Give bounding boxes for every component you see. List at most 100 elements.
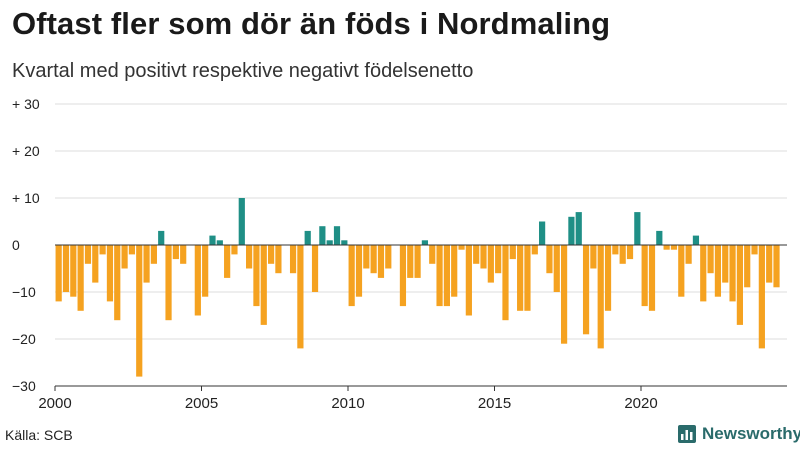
- bar-negative: [429, 245, 436, 264]
- bar-negative: [663, 245, 670, 250]
- y-tick-label: + 30: [12, 96, 40, 112]
- bar-negative: [487, 245, 494, 283]
- bar-negative: [246, 245, 253, 269]
- bar-negative: [685, 245, 692, 264]
- bar-negative: [253, 245, 260, 307]
- bar-negative: [758, 245, 765, 349]
- y-tick-label: 0: [12, 237, 20, 253]
- bar-negative: [531, 245, 538, 255]
- bar-negative: [678, 245, 685, 297]
- y-tick-label: −20: [12, 331, 36, 347]
- bar-negative: [275, 245, 282, 274]
- bar-negative: [714, 245, 722, 297]
- bar-negative: [231, 245, 238, 255]
- bar-negative: [751, 245, 758, 255]
- bar-negative: [407, 245, 414, 278]
- bar-negative: [458, 245, 465, 250]
- bar-negative: [348, 245, 355, 307]
- bar-negative: [180, 245, 187, 264]
- bar-positive: [421, 240, 429, 245]
- bar-positive: [326, 240, 333, 245]
- bar-negative: [106, 245, 114, 302]
- bar-negative: [224, 245, 231, 278]
- bar-negative: [443, 245, 450, 307]
- bar-negative: [480, 245, 487, 269]
- x-tick-label: 2005: [185, 395, 218, 412]
- x-tick-label: 2010: [331, 395, 364, 412]
- bar-negative: [619, 245, 626, 264]
- bar-negative: [128, 245, 136, 255]
- bar-negative: [773, 245, 780, 288]
- bar-negative: [604, 245, 612, 311]
- bar-negative: [355, 245, 363, 297]
- y-tick-label: + 10: [12, 190, 40, 206]
- bar-negative: [414, 245, 421, 278]
- bar-positive: [216, 240, 223, 245]
- bar-negative: [495, 245, 502, 274]
- bar-negative: [590, 245, 597, 269]
- bar-negative: [517, 245, 524, 311]
- bar-positive: [209, 235, 216, 245]
- bar-negative: [700, 245, 707, 302]
- bar-negative: [736, 245, 743, 325]
- bar-positive: [539, 221, 546, 245]
- bar-negative: [465, 245, 472, 316]
- bar-positive: [634, 212, 641, 245]
- bar-negative: [172, 245, 179, 260]
- bar-positive: [238, 198, 245, 245]
- bar-negative: [473, 245, 480, 264]
- bar-negative: [370, 245, 377, 274]
- bar-negative: [260, 245, 267, 325]
- bar-positive: [341, 240, 348, 245]
- bar-negative: [766, 245, 773, 283]
- bar-negative: [597, 245, 604, 349]
- bar-negative: [502, 245, 509, 321]
- bar-positive: [692, 235, 700, 245]
- bar-negative: [582, 245, 590, 335]
- bar-negative: [436, 245, 443, 307]
- bar-negative: [92, 245, 99, 283]
- bar-negative: [267, 245, 275, 264]
- bar-negative: [194, 245, 201, 316]
- newsworthy-logo-icon: [678, 425, 696, 443]
- bar-negative: [289, 245, 297, 274]
- bar-positive: [333, 226, 341, 245]
- bar-positive: [656, 230, 663, 245]
- bar-negative: [55, 245, 62, 302]
- x-tick-label: 2020: [624, 395, 657, 412]
- bar-negative: [670, 245, 678, 250]
- bar-positive: [158, 230, 165, 245]
- bar-negative: [722, 245, 729, 283]
- bar-negative: [524, 245, 531, 311]
- bar-positive: [568, 216, 575, 245]
- bar-negative: [509, 245, 516, 260]
- y-tick-label: + 20: [12, 143, 40, 159]
- bar-negative: [707, 245, 714, 274]
- brand-logo: Newsworthy: [678, 424, 800, 444]
- bar-negative: [553, 245, 560, 292]
- bar-negative: [311, 245, 319, 292]
- bar-negative: [641, 245, 648, 307]
- bar-positive: [304, 230, 311, 245]
- bar-negative: [377, 245, 385, 278]
- bar-negative: [744, 245, 751, 288]
- bar-negative: [77, 245, 84, 311]
- chart-subtitle: Kvartal med positivt respektive negativt…: [12, 60, 474, 82]
- bar-positive: [319, 226, 326, 245]
- x-tick-label: 2000: [38, 395, 71, 412]
- bar-negative: [121, 245, 128, 269]
- bar-negative: [70, 245, 77, 297]
- bar-negative: [84, 245, 92, 264]
- bar-negative: [385, 245, 392, 269]
- bar-positive: [575, 212, 582, 245]
- y-tick-label: −30: [12, 378, 36, 394]
- x-tick-label: 2015: [478, 395, 511, 412]
- bar-negative: [165, 245, 172, 321]
- bar-negative: [297, 245, 304, 349]
- bar-negative: [62, 245, 70, 292]
- bar-negative: [560, 245, 568, 344]
- bar-negative: [546, 245, 553, 274]
- bar-negative: [99, 245, 106, 255]
- bar-negative: [136, 245, 143, 377]
- bar-negative: [648, 245, 656, 311]
